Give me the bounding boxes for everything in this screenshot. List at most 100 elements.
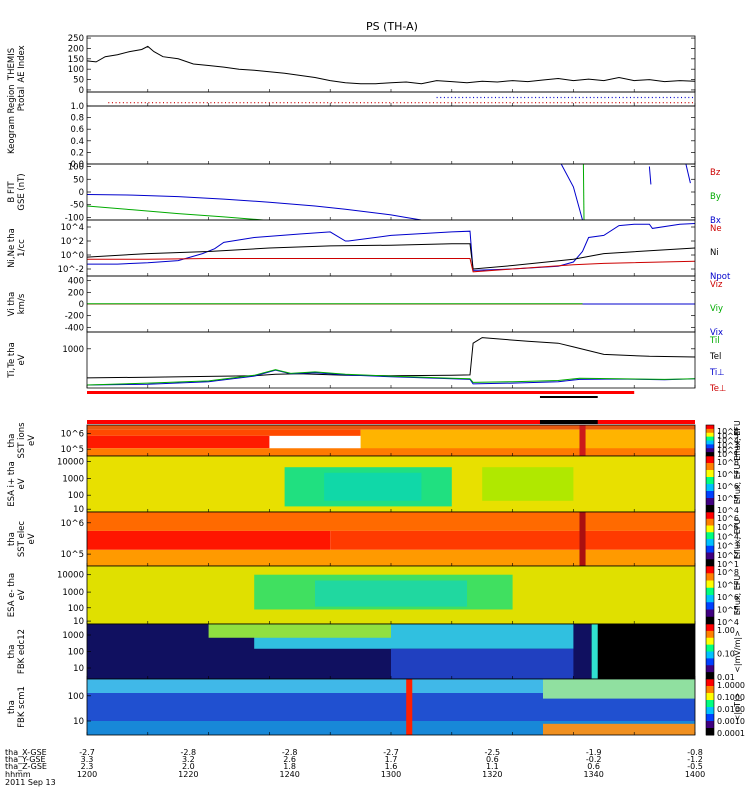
region-mark [480,96,482,99]
colorbar-swatch [706,686,714,694]
series-line-Ne [87,258,695,273]
region-mark [567,102,569,104]
region-mark [476,96,478,99]
y-tick-label: 100 [68,648,84,658]
region-mark [648,102,650,104]
y-tick-label: 50 [73,76,84,86]
y-axis-label: ESA e- tha [7,573,17,617]
y-axis-label: GSE (nT) [17,173,27,210]
y-tick-label: 100 [68,163,84,173]
y-axis-label: eV [17,354,27,365]
y-tick-label: 100 [68,692,84,702]
y-tick-label: 100 [68,65,84,75]
colorbar-swatch [706,463,714,471]
region-mark [586,96,588,99]
legend-entry: Viy [710,304,723,314]
region-mark [549,96,551,99]
region-mark [516,96,518,99]
panel-frame [86,163,696,221]
region-mark [115,102,117,104]
colorbar-swatch [706,714,714,722]
colorbar-tick-label: 0.10 [717,650,735,659]
region-mark [414,102,416,104]
y-tick-label: 0 [79,300,84,310]
region-mark [170,102,172,104]
region-mark [640,102,642,104]
footer-value: -2.8 [282,748,298,757]
region-mark [498,96,500,99]
footer-value: -0.5 [687,762,703,771]
heatmap-stripe [591,624,598,679]
colorbar-swatch [706,452,714,457]
region-mark [553,96,555,99]
y-axis-label: eV [17,478,27,489]
region-mark [188,102,190,104]
colorbar-swatch [706,616,714,625]
heatmap-band [315,580,467,607]
region-mark [619,96,620,99]
region-mark [338,102,340,104]
colorbar-swatch [706,518,714,526]
region-mark [560,96,562,99]
heatmap-band [87,448,695,456]
colorbar-tick-label: 10^3 [717,441,739,450]
footer-row-label: tha_Z-GSE [5,762,47,771]
colorbar-label: Eflux, EFU [733,464,742,505]
colorbar-tick-label: 10^4 [717,532,739,541]
colorbar-tick-label: 10^7 [717,581,739,590]
region-mark [681,96,683,99]
y-axis-label: AE Index [17,45,27,82]
region-mark [524,102,526,104]
region-mark [659,102,661,104]
region-mark [411,102,413,104]
footer-value: 3.2 [182,755,195,764]
colorbar-tick-label: 10^6 [717,514,739,523]
region-mark [177,102,179,104]
region-mark [389,102,391,104]
region-mark [312,102,314,104]
region-mark [422,102,424,104]
colorbar-swatch [706,587,714,596]
series-line-By [87,205,264,220]
region-mark [531,96,533,99]
region-mark [578,102,580,104]
region-mark [144,102,146,104]
colorbar-label: <|nT|> [733,693,742,722]
y-axis-label: eV [27,533,37,544]
region-mark [265,102,267,104]
region-mark [491,96,493,99]
y-tick-label: 50 [73,175,84,185]
region-mark [611,102,613,104]
region-mark [659,96,661,99]
region-mark [451,96,453,99]
region-mark [575,102,577,104]
footer-value: 2.3 [81,762,94,771]
region-mark [677,102,679,104]
region-mark [228,102,230,104]
region-mark [287,102,289,104]
heatmap-band [591,624,695,679]
colorbar-tick-label: 0.0001 [717,729,745,738]
colorbar-tick-label: 0.1000 [717,693,745,702]
region-mark [155,102,157,104]
footer-value: 1300 [381,770,401,779]
y-tick-label: -400 [65,323,84,333]
colorbar-tick-label: 10^6 [717,593,739,602]
region-mark [385,102,387,104]
colorbar-swatch [706,470,714,478]
region-bar-black [539,420,598,424]
region-mark [465,102,467,104]
region-mark [600,96,602,99]
region-mark [232,102,234,104]
y-axis-label: Ti,Te tha [7,342,17,379]
heatmap-band [87,530,331,550]
y-tick-label: 10^5 [61,445,84,455]
colorbar-swatch [706,432,714,438]
y-axis-label: tha [7,700,17,714]
region-mark [527,102,529,104]
y-tick-label: 1000 [62,588,84,598]
colorbar-swatch [706,693,714,701]
heatmap-band [324,472,422,501]
region-mark [465,96,467,99]
